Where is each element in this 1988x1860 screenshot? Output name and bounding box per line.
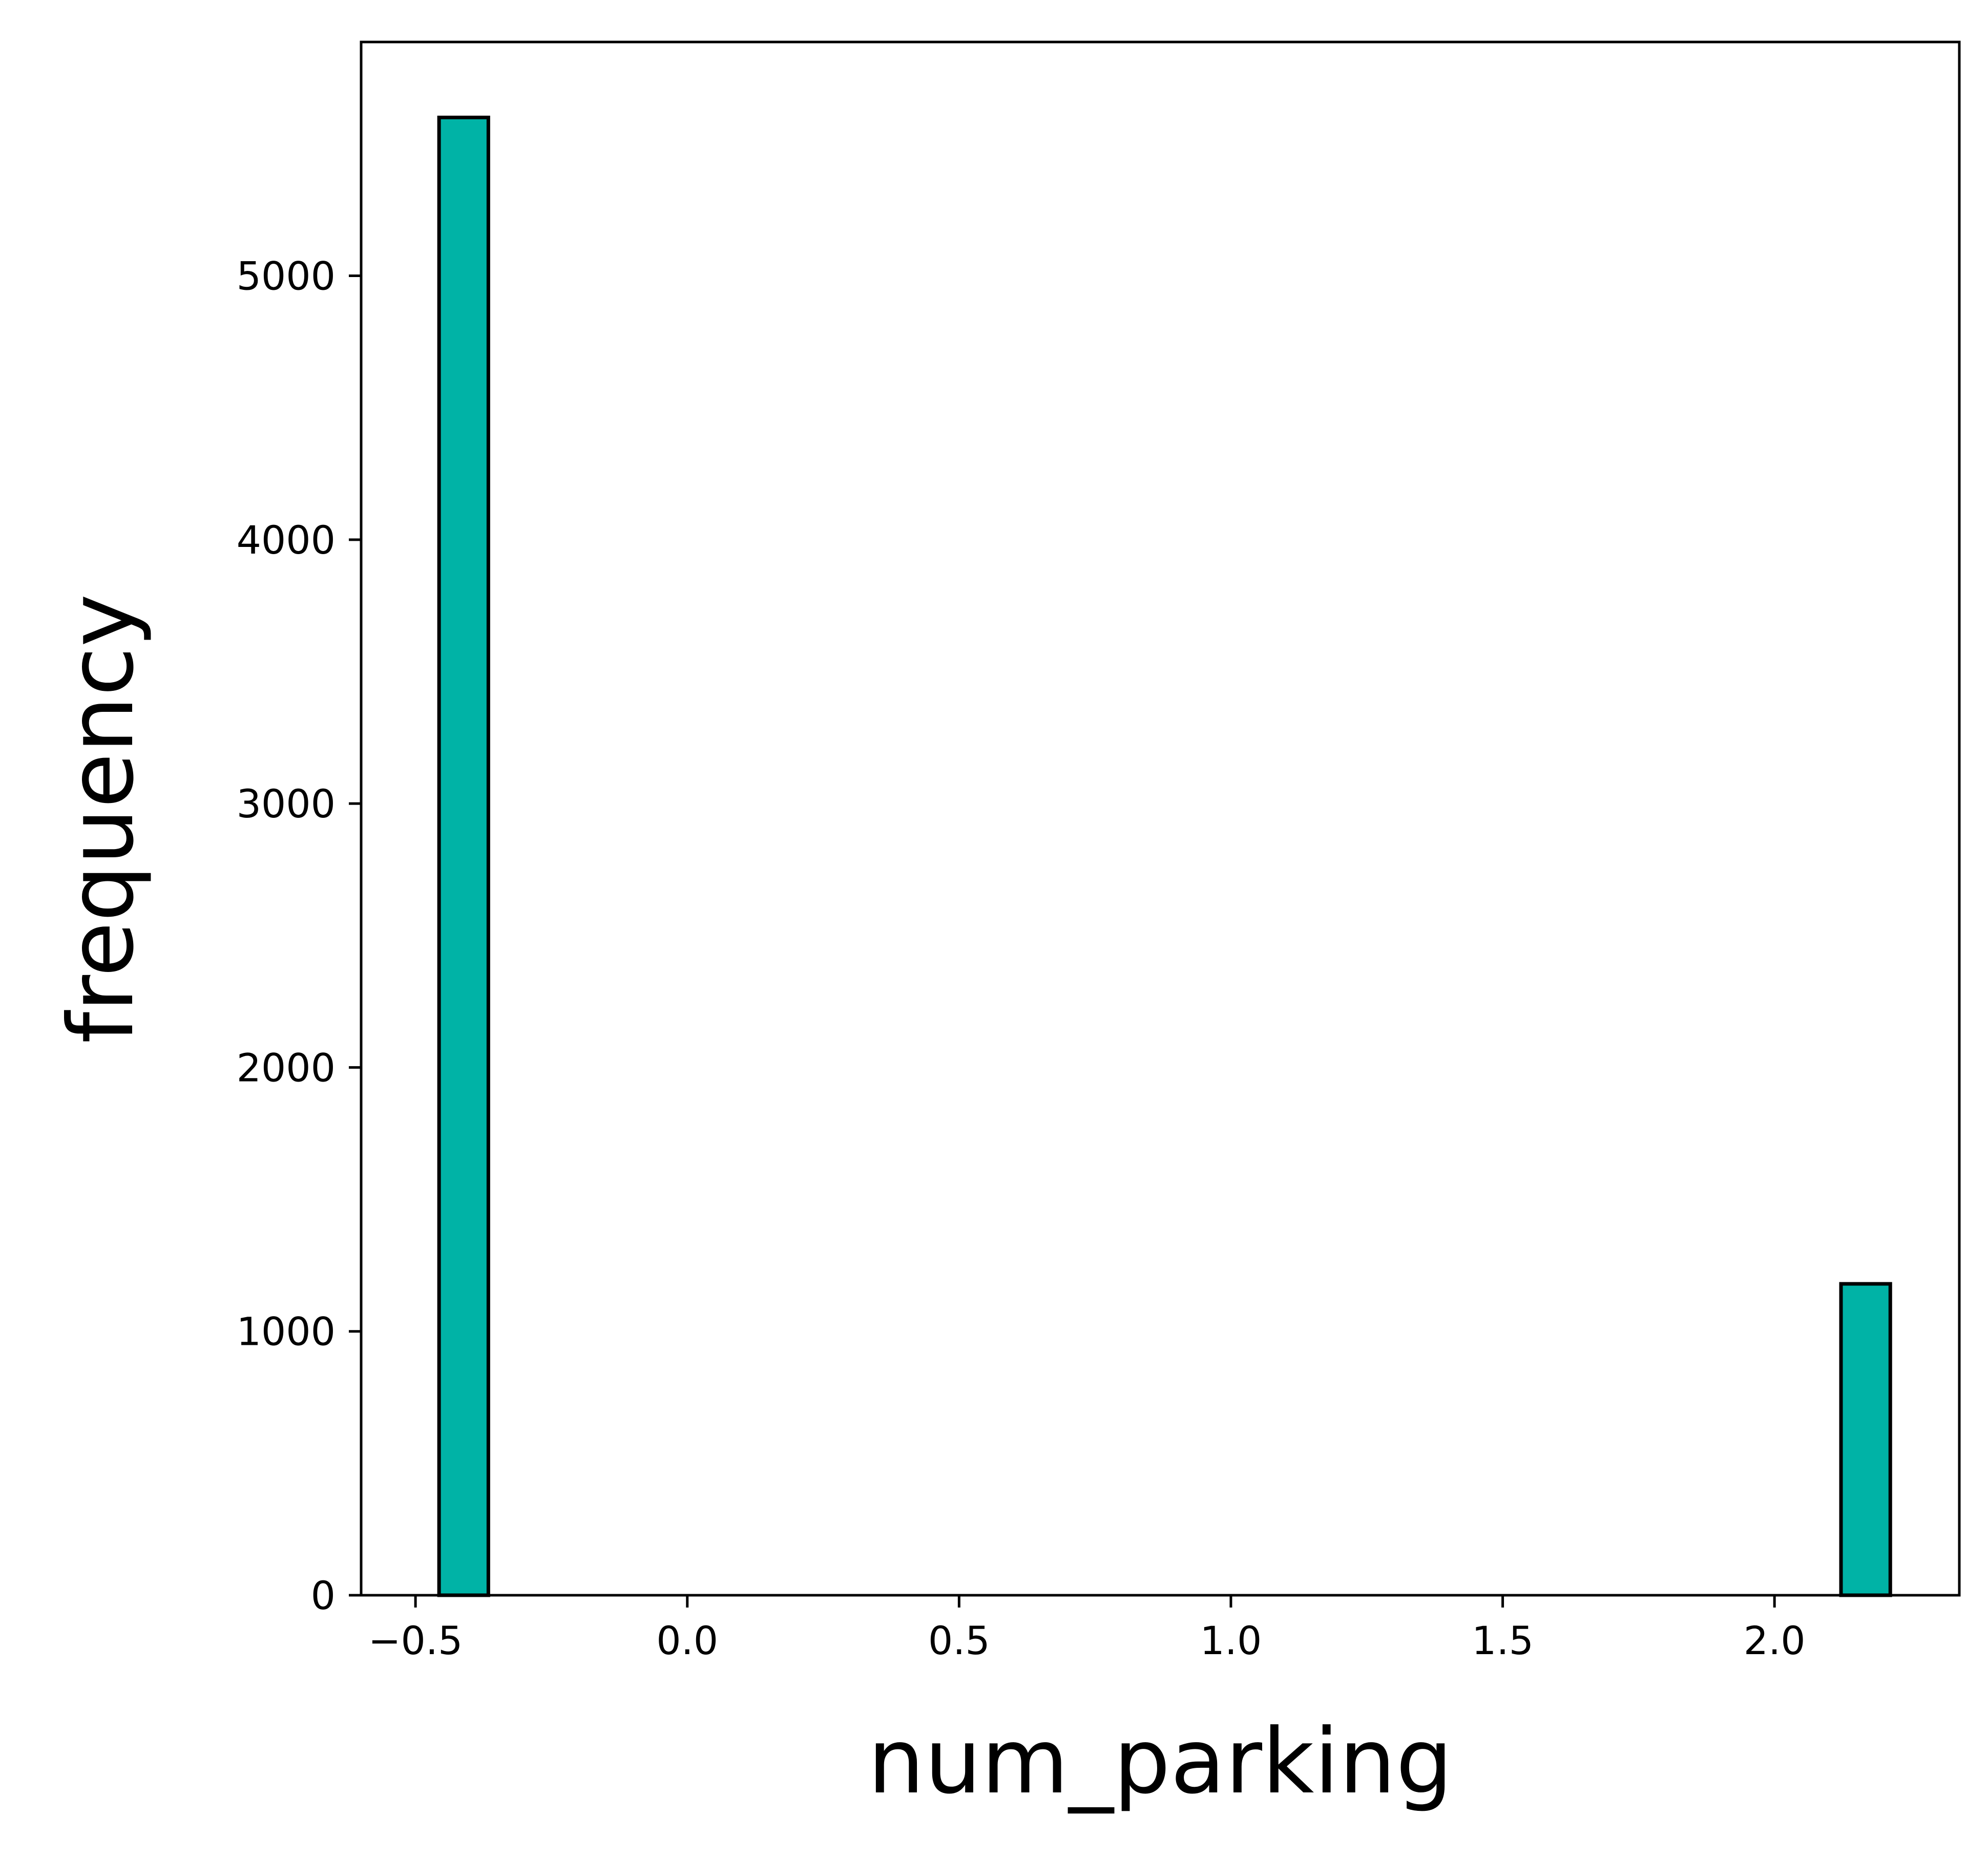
x-tick-label: 2.0 — [1744, 1618, 1806, 1663]
bars-group — [437, 115, 1892, 1597]
y-tick-label: 5000 — [237, 253, 336, 299]
x-axis-title: num_parking — [868, 1710, 1453, 1814]
y-axis-title: frequency — [50, 594, 154, 1044]
x-tick-label: 0.5 — [928, 1618, 990, 1663]
histogram-bar-2 — [1839, 1282, 1892, 1597]
y-tick-label: 4000 — [237, 517, 336, 563]
x-axis: −0.5 0.0 0.5 1.0 1.5 2.0 — [368, 1595, 1806, 1663]
y-axis: 0 1000 2000 3000 4000 5000 — [237, 253, 361, 1618]
y-tick-label: 2000 — [237, 1045, 336, 1090]
x-tick-label: 1.5 — [1472, 1618, 1534, 1663]
x-tick-label: 1.0 — [1200, 1618, 1262, 1663]
y-tick-label: 1000 — [237, 1309, 336, 1355]
plot-frame — [360, 40, 1961, 1597]
histogram-bar-1 — [437, 115, 490, 1597]
x-tick-label: −0.5 — [368, 1618, 463, 1663]
y-tick-label: 0 — [311, 1573, 336, 1618]
y-tick-label: 3000 — [237, 781, 336, 827]
x-tick-label: 0.0 — [656, 1618, 718, 1663]
